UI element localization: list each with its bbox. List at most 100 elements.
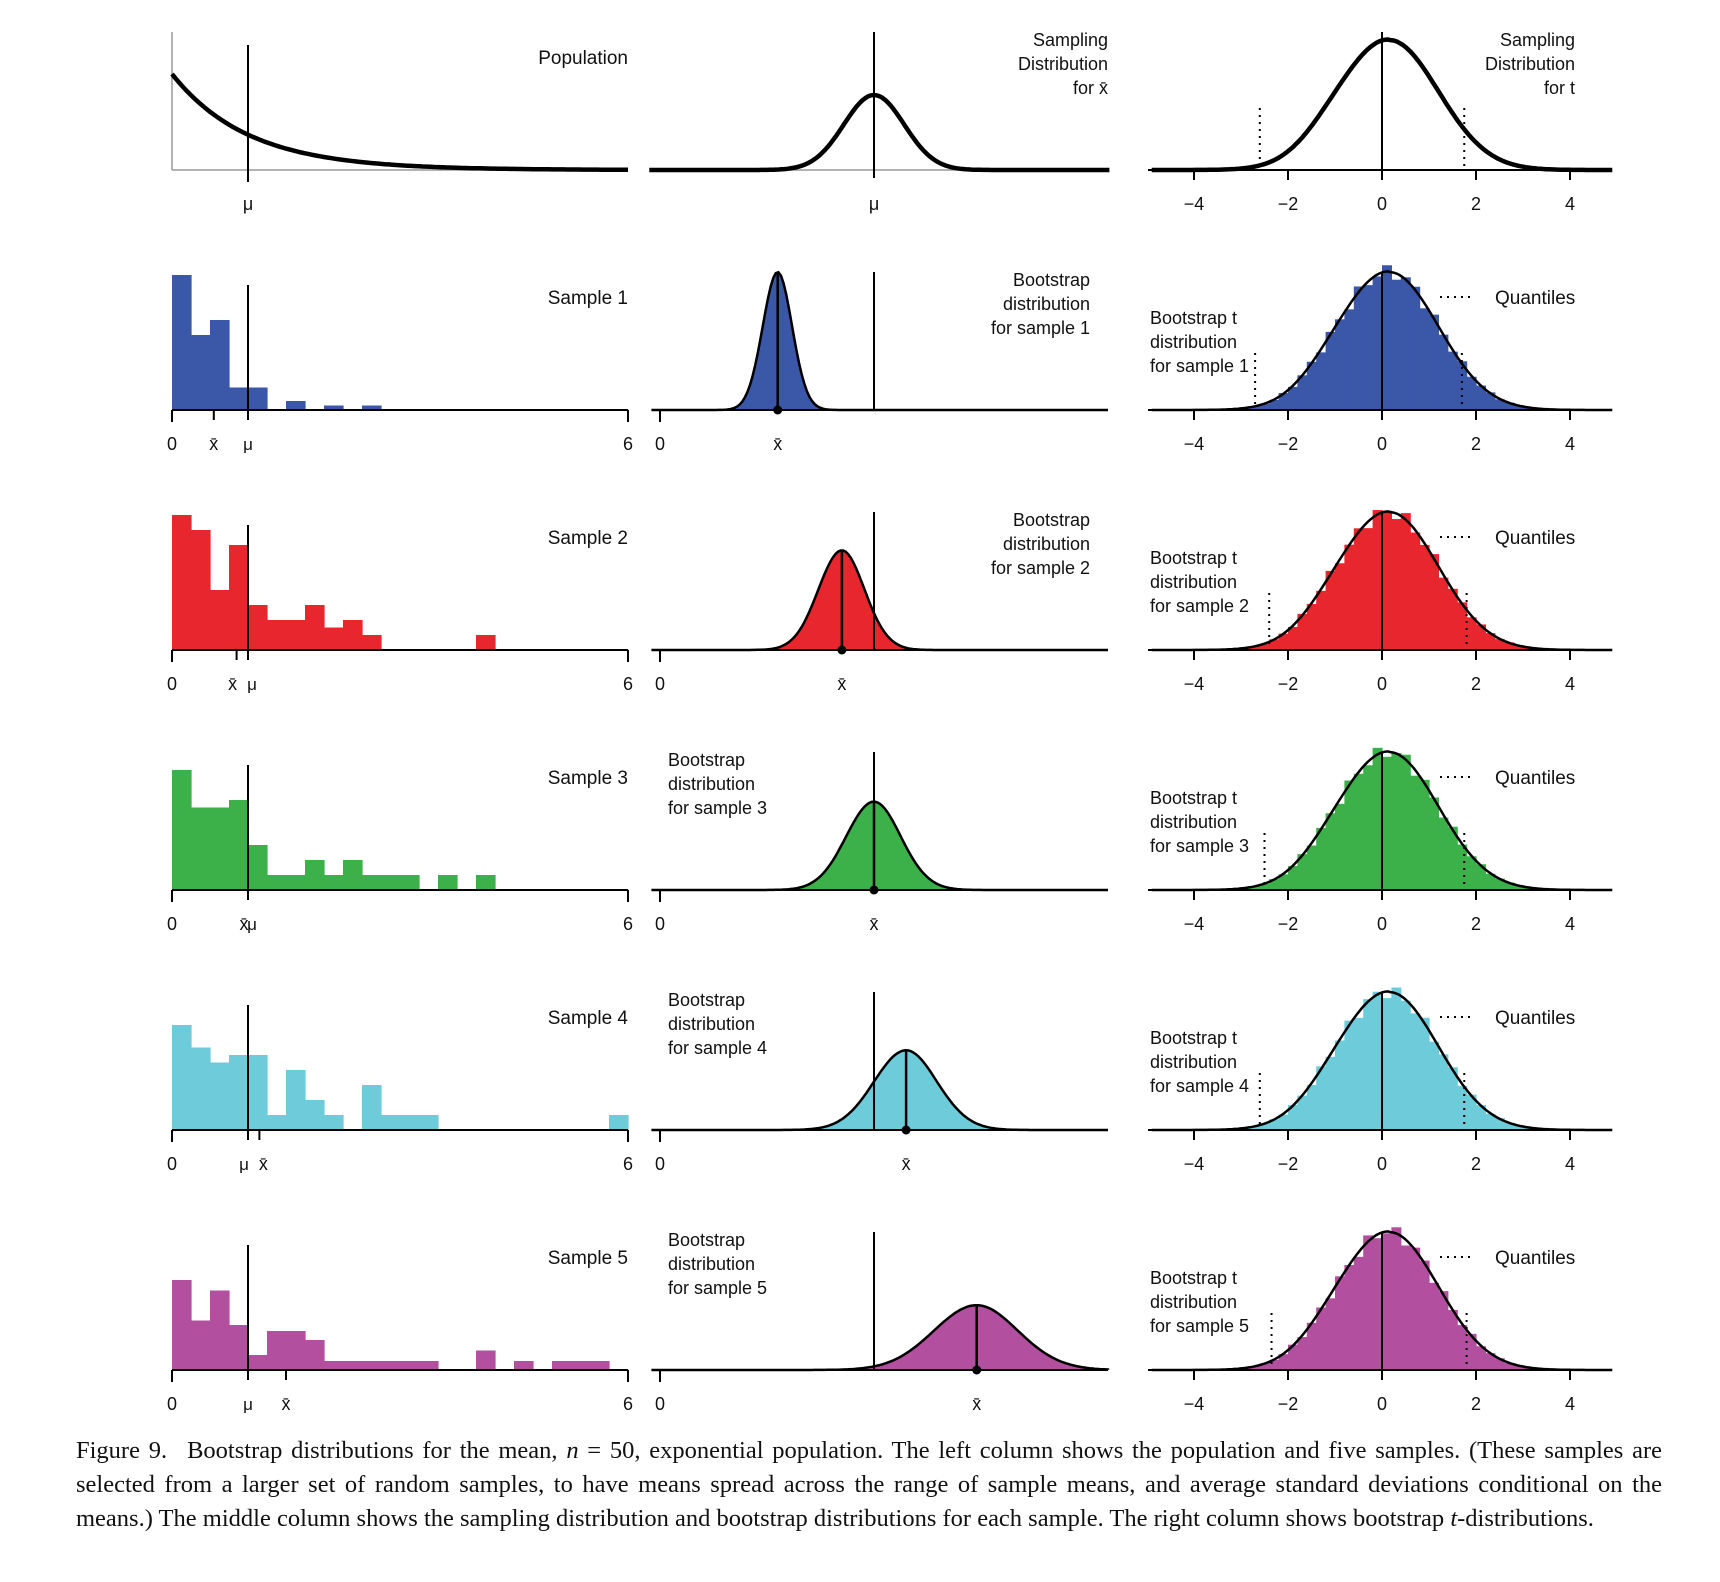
- sample-5-hist-bar-14: [419, 1361, 439, 1370]
- bootstrap-t-2-title-line-1: Bootstrap t: [1150, 548, 1237, 568]
- bootstrap-t-3-legend-label: Quantiles: [1495, 768, 1575, 789]
- bootstrap-t-1-title-line-1: Bootstrap t: [1150, 308, 1237, 328]
- sample-5-title: Sample 5: [548, 1248, 628, 1269]
- sample-4-hist-bar-4: [229, 1055, 249, 1130]
- bootstrap-t-1-hist-bar-19: [1363, 285, 1374, 410]
- sampling-dist-title-line-3: for x̄: [1073, 78, 1108, 98]
- bootstrap-t-2-hist-bar-31: [1476, 624, 1486, 650]
- bootstrap-t-1-hist-bar-8: [1259, 403, 1270, 410]
- t-dist-title-line-1: Sampling: [1500, 30, 1575, 50]
- bootstrap-t-4-hist-bar-28: [1447, 1067, 1458, 1130]
- bootstrap-t-4-hist-bar-16: [1335, 1040, 1345, 1130]
- population-density-curve: [170, 72, 629, 173]
- sample-5-xbar-label: x̄: [282, 1394, 291, 1414]
- bootstrap-t-3-tick-label-2: −2: [1278, 914, 1299, 934]
- bootstrap-t-4-hist-bar-32: [1485, 1113, 1496, 1130]
- sample-5-hist-bar-7: [286, 1331, 306, 1370]
- sample-4-tick-label-6: 6: [623, 1154, 633, 1174]
- bootstrap-t-2-tick-label-5: 4: [1565, 674, 1575, 694]
- bootstrap-t-1-hist-bar-12: [1297, 375, 1308, 410]
- sample-5-hist-bar-4: [229, 1325, 249, 1370]
- bootstrap-t-1-hist-bar-36: [1523, 407, 1533, 410]
- bootstrap-3-density-area: [651, 801, 1108, 890]
- bootstrap-t-4-hist-bar-26: [1429, 1041, 1439, 1130]
- sampling-dist-mu-label: μ: [869, 194, 879, 214]
- sample-3-hist-bar-3: [210, 807, 230, 890]
- bootstrap-t-5-hist-bar-23: [1400, 1245, 1411, 1370]
- sample-2-title: Sample 2: [548, 528, 628, 549]
- sample-4-hist-bar-14: [419, 1115, 439, 1130]
- bootstrap-t-4-tick-label-5: 4: [1565, 1154, 1575, 1174]
- bootstrap-t-2-hist-bar-16: [1335, 563, 1345, 650]
- bootstrap-t-1-hist-bar-10: [1278, 393, 1289, 410]
- bootstrap-t-5-hist-bar-21: [1382, 1233, 1392, 1370]
- bootstrap-t-3-hist-bar-18: [1353, 773, 1364, 890]
- bootstrap-t-2-title-line-2: distribution: [1150, 572, 1237, 592]
- bootstrap-t-5-hist-bar-20: [1372, 1238, 1383, 1370]
- sample-4-hist-bar-2: [191, 1047, 211, 1130]
- bootstrap-t-2-hist-bar-36: [1523, 647, 1533, 650]
- sample-4-tick-label-0: 0: [167, 1154, 177, 1174]
- sampling-dist-title-line-2: Distribution: [1018, 54, 1108, 74]
- bootstrap-t-2-hist-bar-10: [1278, 633, 1289, 650]
- bootstrap-4-zero-label: 0: [655, 1154, 665, 1174]
- bootstrap-t-4-title-line-3: for sample 4: [1150, 1076, 1249, 1096]
- sample-5-hist-bar-6: [267, 1331, 287, 1370]
- sample-1-title: Sample 1: [548, 288, 628, 309]
- bootstrap-t-3-hist-bar-12: [1297, 854, 1308, 890]
- bootstrap-t-5-hist-bar-24: [1410, 1247, 1421, 1370]
- bootstrap-t-3-hist-bar-31: [1476, 864, 1486, 890]
- bootstrap-t-2-hist-bar-24: [1410, 532, 1421, 650]
- bootstrap-t-4-tick-label-2: −2: [1278, 1154, 1299, 1174]
- bootstrap-t-1-tick-label-1: −4: [1184, 434, 1205, 454]
- bootstrap-t-1-hist-bar-15: [1325, 331, 1336, 410]
- bootstrap-t-2-hist-bar-25: [1419, 544, 1430, 650]
- bootstrap-t-5-hist-bar-16: [1335, 1276, 1345, 1370]
- bootstrap-t-5-hist-bar-8: [1259, 1363, 1270, 1370]
- sample-4-mu-label: μ: [239, 1155, 249, 1174]
- sample-5-hist-bar-13: [400, 1361, 420, 1370]
- bootstrap-5-title-line-3: for sample 5: [668, 1278, 767, 1298]
- bootstrap-5-zero-label: 0: [655, 1394, 665, 1414]
- bootstrap-t-4-hist-bar-27: [1438, 1054, 1449, 1130]
- bootstrap-t-5-hist-bar-10: [1278, 1354, 1289, 1370]
- sample-1-hist-bar-7: [286, 401, 306, 410]
- sample-1-hist-bar-3: [210, 320, 230, 410]
- sample-3-hist-bar-7: [286, 875, 306, 890]
- sample-4-hist-bar-24: [609, 1115, 629, 1130]
- bootstrap-t-1-hist-bar-33: [1494, 399, 1505, 410]
- bootstrap-t-3-hist-bar-20: [1372, 747, 1383, 890]
- bootstrap-t-3-hist-bar-10: [1278, 874, 1289, 890]
- bootstrap-t-1-tick-label-5: 4: [1565, 434, 1575, 454]
- sample-3-hist-bar-11: [362, 875, 382, 890]
- bootstrap-t-4-hist-bar-15: [1325, 1056, 1336, 1130]
- bootstrap-t-1-hist-bar-13: [1306, 361, 1317, 410]
- bootstrap-t-3-title-line-3: for sample 3: [1150, 836, 1249, 856]
- bootstrap-t-5-hist-bar-27: [1438, 1291, 1449, 1370]
- bootstrap-t-2-legend-label: Quantiles: [1495, 528, 1575, 549]
- bootstrap-t-1-hist-bar-31: [1476, 385, 1486, 410]
- bootstrap-t-3-hist-bar-15: [1325, 813, 1336, 890]
- bootstrap-t-4-hist-bar-23: [1400, 1000, 1411, 1130]
- sample-2-hist-bar-8: [305, 605, 325, 650]
- sample-3-hist-bar-17: [476, 875, 496, 890]
- sample-5-hist-bar-21: [552, 1361, 572, 1370]
- sample-1-hist-bar-11: [362, 405, 382, 410]
- sample-1-tick-label-6: 6: [623, 434, 633, 454]
- bootstrap-t-1-hist-bar-22: [1391, 279, 1402, 410]
- sample-3-hist-bar-8: [305, 860, 325, 890]
- sample-5-hist-bar-10: [343, 1361, 363, 1370]
- bootstrap-t-1-hist-bar-25: [1419, 308, 1430, 410]
- bootstrap-t-2-hist-bar-22: [1391, 519, 1402, 650]
- bootstrap-t-3-title-line-1: Bootstrap t: [1150, 788, 1237, 808]
- sample-1-hist-bar-2: [191, 335, 211, 410]
- sample-4-hist-bar-3: [210, 1062, 230, 1130]
- bootstrap-t-5-hist-bar-34: [1504, 1363, 1515, 1370]
- bootstrap-t-1-hist-bar-20: [1372, 276, 1383, 410]
- sample-3-hist-bar-2: [191, 807, 211, 890]
- bootstrap-t-4-legend-label: Quantiles: [1495, 1008, 1575, 1029]
- bootstrap-t-4-title-line-1: Bootstrap t: [1150, 1028, 1237, 1048]
- bootstrap-1-title-line-3: for sample 1: [991, 318, 1090, 338]
- bootstrap-t-3-tick-label-5: 4: [1565, 914, 1575, 934]
- bootstrap-t-3-hist-bar-7: [1250, 886, 1261, 890]
